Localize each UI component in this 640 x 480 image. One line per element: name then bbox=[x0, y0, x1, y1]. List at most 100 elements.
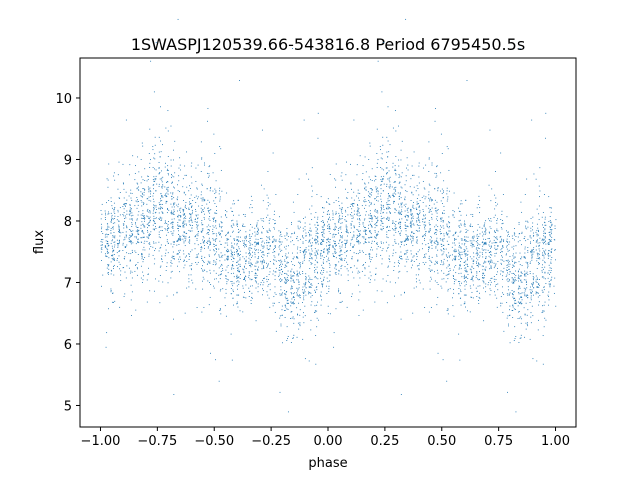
data-point bbox=[430, 276, 432, 278]
data-point bbox=[317, 224, 319, 226]
data-point bbox=[243, 240, 245, 242]
data-point bbox=[232, 289, 234, 291]
data-point bbox=[400, 318, 402, 320]
data-point bbox=[383, 169, 385, 171]
data-point bbox=[467, 229, 469, 231]
data-point bbox=[532, 294, 534, 296]
data-point bbox=[411, 231, 413, 233]
data-point bbox=[550, 239, 552, 241]
data-point bbox=[308, 231, 309, 233]
data-point bbox=[315, 268, 317, 270]
data-point bbox=[382, 178, 384, 180]
data-point bbox=[209, 188, 211, 190]
data-point bbox=[212, 239, 214, 241]
data-point bbox=[178, 203, 179, 205]
data-point bbox=[118, 197, 120, 199]
data-point bbox=[448, 169, 450, 171]
data-point bbox=[245, 259, 247, 261]
data-point bbox=[530, 293, 532, 294]
data-point bbox=[500, 152, 502, 154]
data-point bbox=[128, 174, 130, 176]
data-point bbox=[495, 284, 497, 285]
data-point bbox=[418, 227, 420, 229]
data-point bbox=[149, 210, 151, 212]
data-point bbox=[149, 210, 151, 212]
data-point bbox=[353, 225, 355, 227]
data-point bbox=[538, 234, 539, 236]
data-point bbox=[489, 288, 491, 290]
data-point bbox=[321, 234, 323, 236]
data-point bbox=[284, 282, 286, 284]
data-point bbox=[490, 289, 492, 291]
data-point bbox=[548, 291, 550, 293]
data-point bbox=[141, 142, 143, 144]
data-point bbox=[123, 227, 125, 229]
data-point bbox=[551, 223, 553, 225]
data-point bbox=[183, 267, 185, 269]
data-point bbox=[518, 261, 520, 263]
data-point bbox=[437, 241, 439, 243]
data-point bbox=[537, 242, 539, 244]
data-point bbox=[285, 294, 287, 296]
data-point bbox=[117, 211, 119, 213]
data-point bbox=[167, 208, 168, 209]
data-point bbox=[326, 201, 327, 203]
data-point bbox=[256, 243, 258, 245]
data-point bbox=[204, 240, 205, 242]
data-point bbox=[550, 222, 552, 223]
data-point bbox=[141, 221, 143, 223]
data-point bbox=[333, 346, 335, 348]
data-point bbox=[517, 305, 519, 307]
data-point bbox=[290, 342, 292, 343]
data-point bbox=[177, 240, 179, 242]
data-point bbox=[323, 262, 324, 264]
data-point bbox=[141, 192, 143, 194]
data-point bbox=[514, 326, 516, 328]
data-point bbox=[184, 235, 186, 237]
data-point bbox=[478, 248, 480, 250]
data-point bbox=[353, 210, 355, 212]
data-point bbox=[417, 203, 419, 205]
data-point bbox=[416, 256, 418, 258]
data-point bbox=[322, 207, 323, 208]
data-point bbox=[371, 249, 373, 251]
data-point bbox=[476, 262, 477, 264]
data-point bbox=[152, 254, 154, 256]
data-point bbox=[213, 244, 215, 245]
data-point bbox=[320, 291, 322, 293]
data-point bbox=[213, 200, 215, 202]
data-point bbox=[410, 213, 412, 215]
data-point bbox=[123, 239, 125, 241]
data-point bbox=[245, 238, 247, 240]
data-point bbox=[310, 286, 312, 288]
data-point bbox=[543, 310, 545, 312]
data-point bbox=[272, 273, 274, 275]
data-point bbox=[370, 217, 372, 219]
data-point bbox=[394, 209, 396, 210]
data-point bbox=[398, 243, 400, 245]
data-point bbox=[514, 303, 516, 304]
data-point bbox=[197, 218, 198, 220]
data-point bbox=[200, 250, 202, 252]
data-point bbox=[346, 228, 348, 230]
data-point bbox=[535, 291, 537, 293]
data-point bbox=[351, 220, 353, 222]
data-point bbox=[442, 239, 443, 241]
data-point bbox=[483, 280, 485, 282]
data-point bbox=[381, 158, 383, 160]
data-point bbox=[189, 230, 191, 232]
data-point bbox=[130, 208, 132, 210]
data-point bbox=[339, 239, 341, 241]
data-point bbox=[148, 189, 150, 191]
data-point bbox=[287, 338, 288, 340]
data-point bbox=[493, 278, 495, 280]
data-point bbox=[124, 236, 126, 238]
data-point bbox=[380, 184, 382, 186]
data-point bbox=[368, 230, 370, 232]
data-point bbox=[227, 257, 229, 259]
data-point bbox=[428, 158, 430, 160]
data-point bbox=[376, 196, 377, 198]
data-point bbox=[508, 294, 510, 296]
data-point bbox=[250, 236, 252, 237]
data-point bbox=[376, 199, 378, 201]
